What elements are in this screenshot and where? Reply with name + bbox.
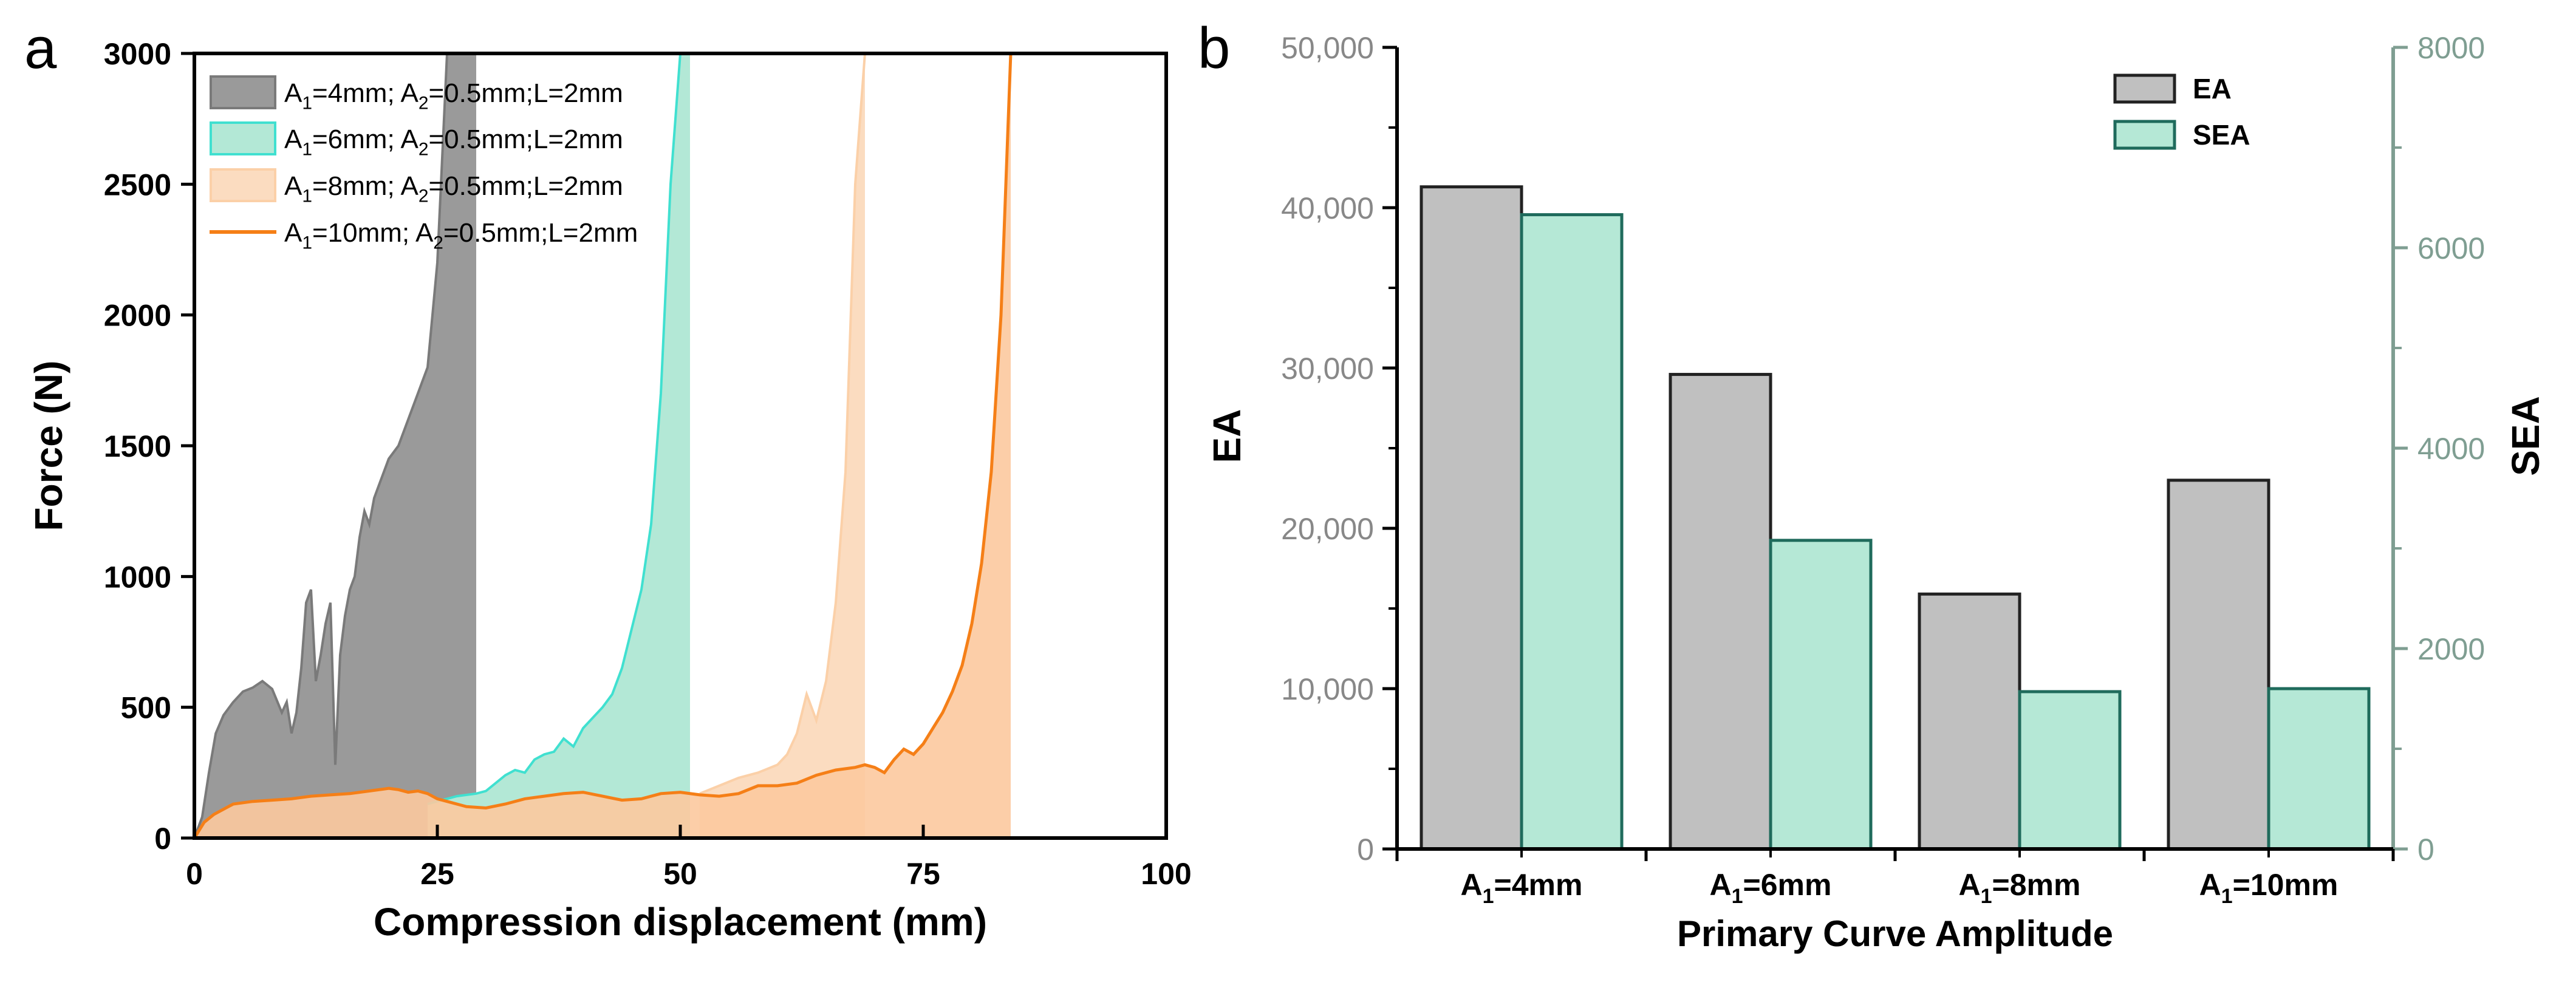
panel-b-left-tick-label: 0	[1357, 833, 1374, 867]
panel-b-label: b	[1198, 16, 1230, 81]
panel-b-left-ticks: 0 10,000 20,000 30,000 40,000 50,000	[1281, 31, 1397, 867]
panel-b-right-tick-label: 0	[2417, 833, 2434, 867]
panel-a-label: a	[24, 16, 57, 81]
panel-a-y-ticks: 0 500 1000 1500 2000 2500 3000	[104, 37, 194, 856]
panel-a-x-tick-label: 0	[186, 857, 203, 891]
panel-b-right-ticks: 0 2000 4000 6000 8000	[2393, 31, 2485, 867]
panel-a-legend-label: A1=4mm; A2=0.5mm;L=2mm	[284, 78, 623, 113]
panel-b-sea-bar	[1520, 213, 1624, 851]
panel-a-legend-label: A1=8mm; A2=0.5mm;L=2mm	[284, 171, 623, 206]
panel-b-ea-bar	[1420, 185, 1523, 851]
panel-b-legend: EA SEA	[2113, 73, 2250, 151]
panel-b-right-tick-label: 8000	[2417, 31, 2485, 65]
panel-b-legend-label: SEA	[2193, 119, 2250, 151]
panel-a-force-displacement-chart: a 0 25 50 75 100 0 500 1000 1500 2000 2500 3000 Co…	[24, 16, 1192, 944]
panel-a-y-tick-label: 0	[154, 822, 171, 856]
panel-a-area-series-3	[700, 53, 865, 838]
panel-b-ea-bar	[1669, 373, 1772, 851]
panel-b-sea-bar	[2267, 687, 2371, 851]
panel-a-legend-swatch	[210, 121, 276, 155]
panel-a-x-tick-label: 100	[1141, 857, 1191, 891]
panel-a-y-tick-label: 2500	[104, 168, 171, 202]
panel-b-left-tick-label: 30,000	[1281, 352, 1374, 386]
panel-b-right-axis-label: SEA	[2504, 396, 2547, 476]
panel-a-y-tick-label: 3000	[104, 37, 171, 71]
panel-a-y-axis-label: Force (N)	[27, 361, 70, 531]
panel-b-right-tick-label: 4000	[2417, 432, 2485, 466]
panel-a-legend: A1=4mm; A2=0.5mm;L=2mm A1=6mm; A2=0.5mm;L…	[210, 75, 638, 253]
panel-a-line-series-4	[193, 53, 1013, 839]
panel-b-legend-swatch	[2113, 120, 2176, 150]
panel-a-area-series-1	[194, 53, 476, 838]
panel-b-x-tick-label: A1=10mm	[2199, 868, 2339, 908]
panel-a-legend-swatch	[210, 75, 276, 109]
panel-b-right-tick-label: 6000	[2417, 231, 2485, 265]
panel-a-y-tick-label: 1500	[104, 429, 171, 463]
panel-b-ea-sea-bar-chart: b 0 10,000 20,000 30,000 40,000 50,000 0 2000 4…	[1198, 16, 2547, 954]
panel-b-left-tick-label: 20,000	[1281, 512, 1374, 546]
panel-b-bars	[1420, 185, 2371, 851]
panel-b-sea-bar	[2018, 690, 2122, 851]
panel-a-x-tick-label: 75	[906, 857, 940, 891]
panel-a-legend-label: A1=10mm; A2=0.5mm;L=2mm	[284, 218, 638, 253]
panel-a-series-group	[193, 52, 1013, 839]
panel-a-x-ticks: 0 25 50 75 100	[186, 825, 1192, 891]
panel-a-legend-label: A1=6mm; A2=0.5mm;L=2mm	[284, 124, 623, 159]
panel-a-x-tick-label: 25	[420, 857, 454, 891]
panel-b-ea-bar	[2167, 479, 2270, 851]
panel-a-area-series-4	[194, 53, 1011, 838]
panel-b-ea-bar	[1918, 592, 2021, 851]
panel-a-line-series-2	[427, 52, 690, 805]
panel-b-x-ticks: A1=4mm A1=6mm A1=8mm A1=10mm	[1395, 849, 2395, 908]
panel-b-x-tick-label: A1=6mm	[1710, 868, 1832, 908]
panel-b-left-tick-label: 50,000	[1281, 31, 1374, 65]
panel-a-area-series-2	[428, 53, 690, 838]
panel-b-x-tick-label: A1=4mm	[1461, 868, 1583, 908]
panel-b-x-tick-label: A1=8mm	[1959, 868, 2081, 908]
panel-b-left-axis-label: EA	[1205, 409, 1249, 463]
panel-a-x-tick-label: 50	[663, 857, 697, 891]
panel-b-legend-label: EA	[2193, 73, 2232, 104]
panel-b-legend-swatch	[2113, 73, 2176, 104]
panel-a-y-tick-label: 2000	[104, 299, 171, 333]
panel-b-x-axis-label: Primary Curve Amplitude	[1677, 913, 2113, 954]
panel-b-left-tick-label: 10,000	[1281, 672, 1374, 706]
panel-a-y-tick-label: 1000	[104, 560, 171, 594]
panel-a-x-axis-label: Compression displacement (mm)	[374, 900, 987, 944]
panel-a-legend-swatch	[210, 168, 276, 202]
panel-b-sea-bar	[1769, 539, 1873, 851]
panel-a-y-tick-label: 500	[121, 691, 171, 725]
panel-b-left-tick-label: 40,000	[1281, 191, 1374, 225]
panel-b-right-tick-label: 2000	[2417, 632, 2485, 666]
panel-a-line-series-1	[193, 52, 476, 839]
panel-a-line-series-3	[699, 53, 866, 795]
